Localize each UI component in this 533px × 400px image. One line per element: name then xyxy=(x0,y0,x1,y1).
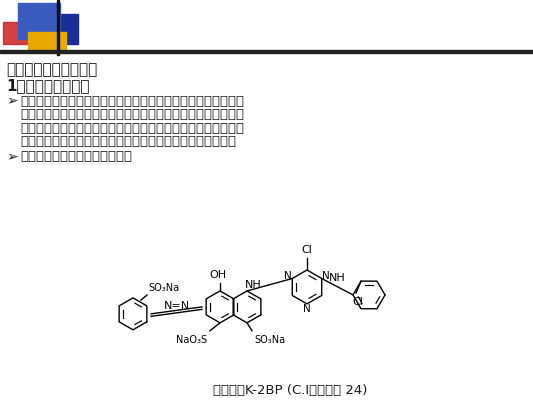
Text: OH: OH xyxy=(209,270,227,280)
Bar xyxy=(28,32,66,50)
Text: 共平面性，以及增加与纤维形成氢键的基团数等来达到目的。: 共平面性，以及增加与纤维形成氢键的基团数等来达到目的。 xyxy=(20,135,236,148)
Text: Cl: Cl xyxy=(302,245,312,255)
Bar xyxy=(57,0,59,55)
Text: 1、偶氮类活性染料: 1、偶氮类活性染料 xyxy=(6,78,90,93)
Text: 无盐染色要求，常通过增大母体结构及分子量，提高母体结构的: 无盐染色要求，常通过增大母体结构及分子量，提高母体结构的 xyxy=(20,122,244,134)
Bar xyxy=(0,50,533,53)
Text: NH: NH xyxy=(329,273,346,283)
Text: N: N xyxy=(303,304,311,314)
Bar xyxy=(42,14,78,44)
Bar xyxy=(3,22,31,44)
Text: 偶氮活性染料多以单偶氮结构为主，尤其是红、黄、橙等浅色系: 偶氮活性染料多以单偶氮结构为主，尤其是红、黄、橙等浅色系 xyxy=(20,95,244,108)
Text: N=N: N=N xyxy=(164,301,190,311)
Bar xyxy=(18,3,60,39)
Text: N: N xyxy=(284,271,292,281)
Text: NaO₃S: NaO₃S xyxy=(176,335,207,345)
Text: 活性染料的母体结构：: 活性染料的母体结构： xyxy=(6,62,97,77)
Text: NH: NH xyxy=(245,280,262,290)
Text: 活性艳红K-2BP (C.I反应性红 24): 活性艳红K-2BP (C.I反应性红 24) xyxy=(213,384,367,397)
Text: SO₃Na: SO₃Na xyxy=(148,283,179,293)
Text: SO₃Na: SO₃Na xyxy=(254,335,285,345)
Text: ➢: ➢ xyxy=(6,95,18,109)
Text: N: N xyxy=(322,271,330,281)
Text: Cl: Cl xyxy=(352,297,364,307)
Text: ➢: ➢ xyxy=(6,150,18,164)
Text: 单偶氮结构为主：黄、橙、红色: 单偶氮结构为主：黄、橙、红色 xyxy=(20,150,132,164)
Text: 列。近年来为改善这类染料的直接性，提高固色率，满足低盐或: 列。近年来为改善这类染料的直接性，提高固色率，满足低盐或 xyxy=(20,108,244,121)
